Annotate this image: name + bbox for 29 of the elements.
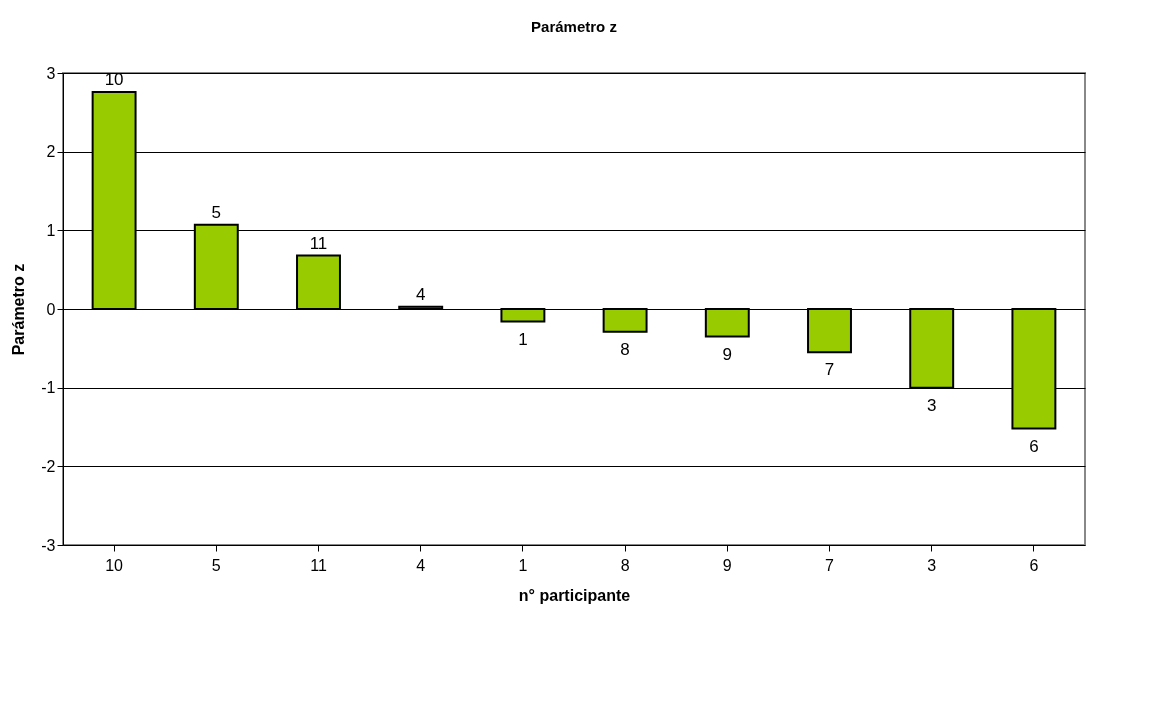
x-tick-label: 1: [518, 556, 528, 574]
y-tick-label: -1: [41, 379, 56, 397]
x-tick-label: 10: [105, 556, 124, 574]
x-tick-label: 7: [825, 556, 835, 574]
x-tick-label: 3: [927, 556, 937, 574]
y-axis-title: Parámetro z: [10, 263, 28, 356]
x-tick-label: 11: [310, 556, 327, 574]
annotation: 7: [824, 360, 835, 380]
annotation: 11: [309, 233, 328, 253]
annotation: 5: [211, 202, 222, 222]
y-tick-label: -3: [41, 536, 56, 554]
x-tick-label: 5: [211, 556, 221, 574]
annotation: 9: [722, 344, 733, 364]
x-tick-label: 9: [722, 556, 732, 574]
y-tick-label: 2: [46, 143, 56, 161]
y-tick-label: 0: [46, 300, 56, 318]
annotation: 8: [620, 339, 630, 359]
x-tick-label: 6: [1029, 556, 1039, 574]
annotation: 1: [518, 329, 528, 349]
annotation: 4: [415, 284, 426, 304]
y-tick-label: 3: [46, 64, 56, 82]
x-axis-title: n° participante: [518, 586, 631, 604]
annotation: 6: [1029, 436, 1039, 456]
x-tick-label: 4: [416, 556, 426, 574]
y-tick-label: -2: [41, 457, 56, 475]
annotation: 3: [926, 395, 937, 415]
y-tick-label: 1: [46, 221, 56, 239]
x-tick-label: 8: [620, 556, 630, 574]
chart-title: Parámetro z: [531, 18, 617, 35]
